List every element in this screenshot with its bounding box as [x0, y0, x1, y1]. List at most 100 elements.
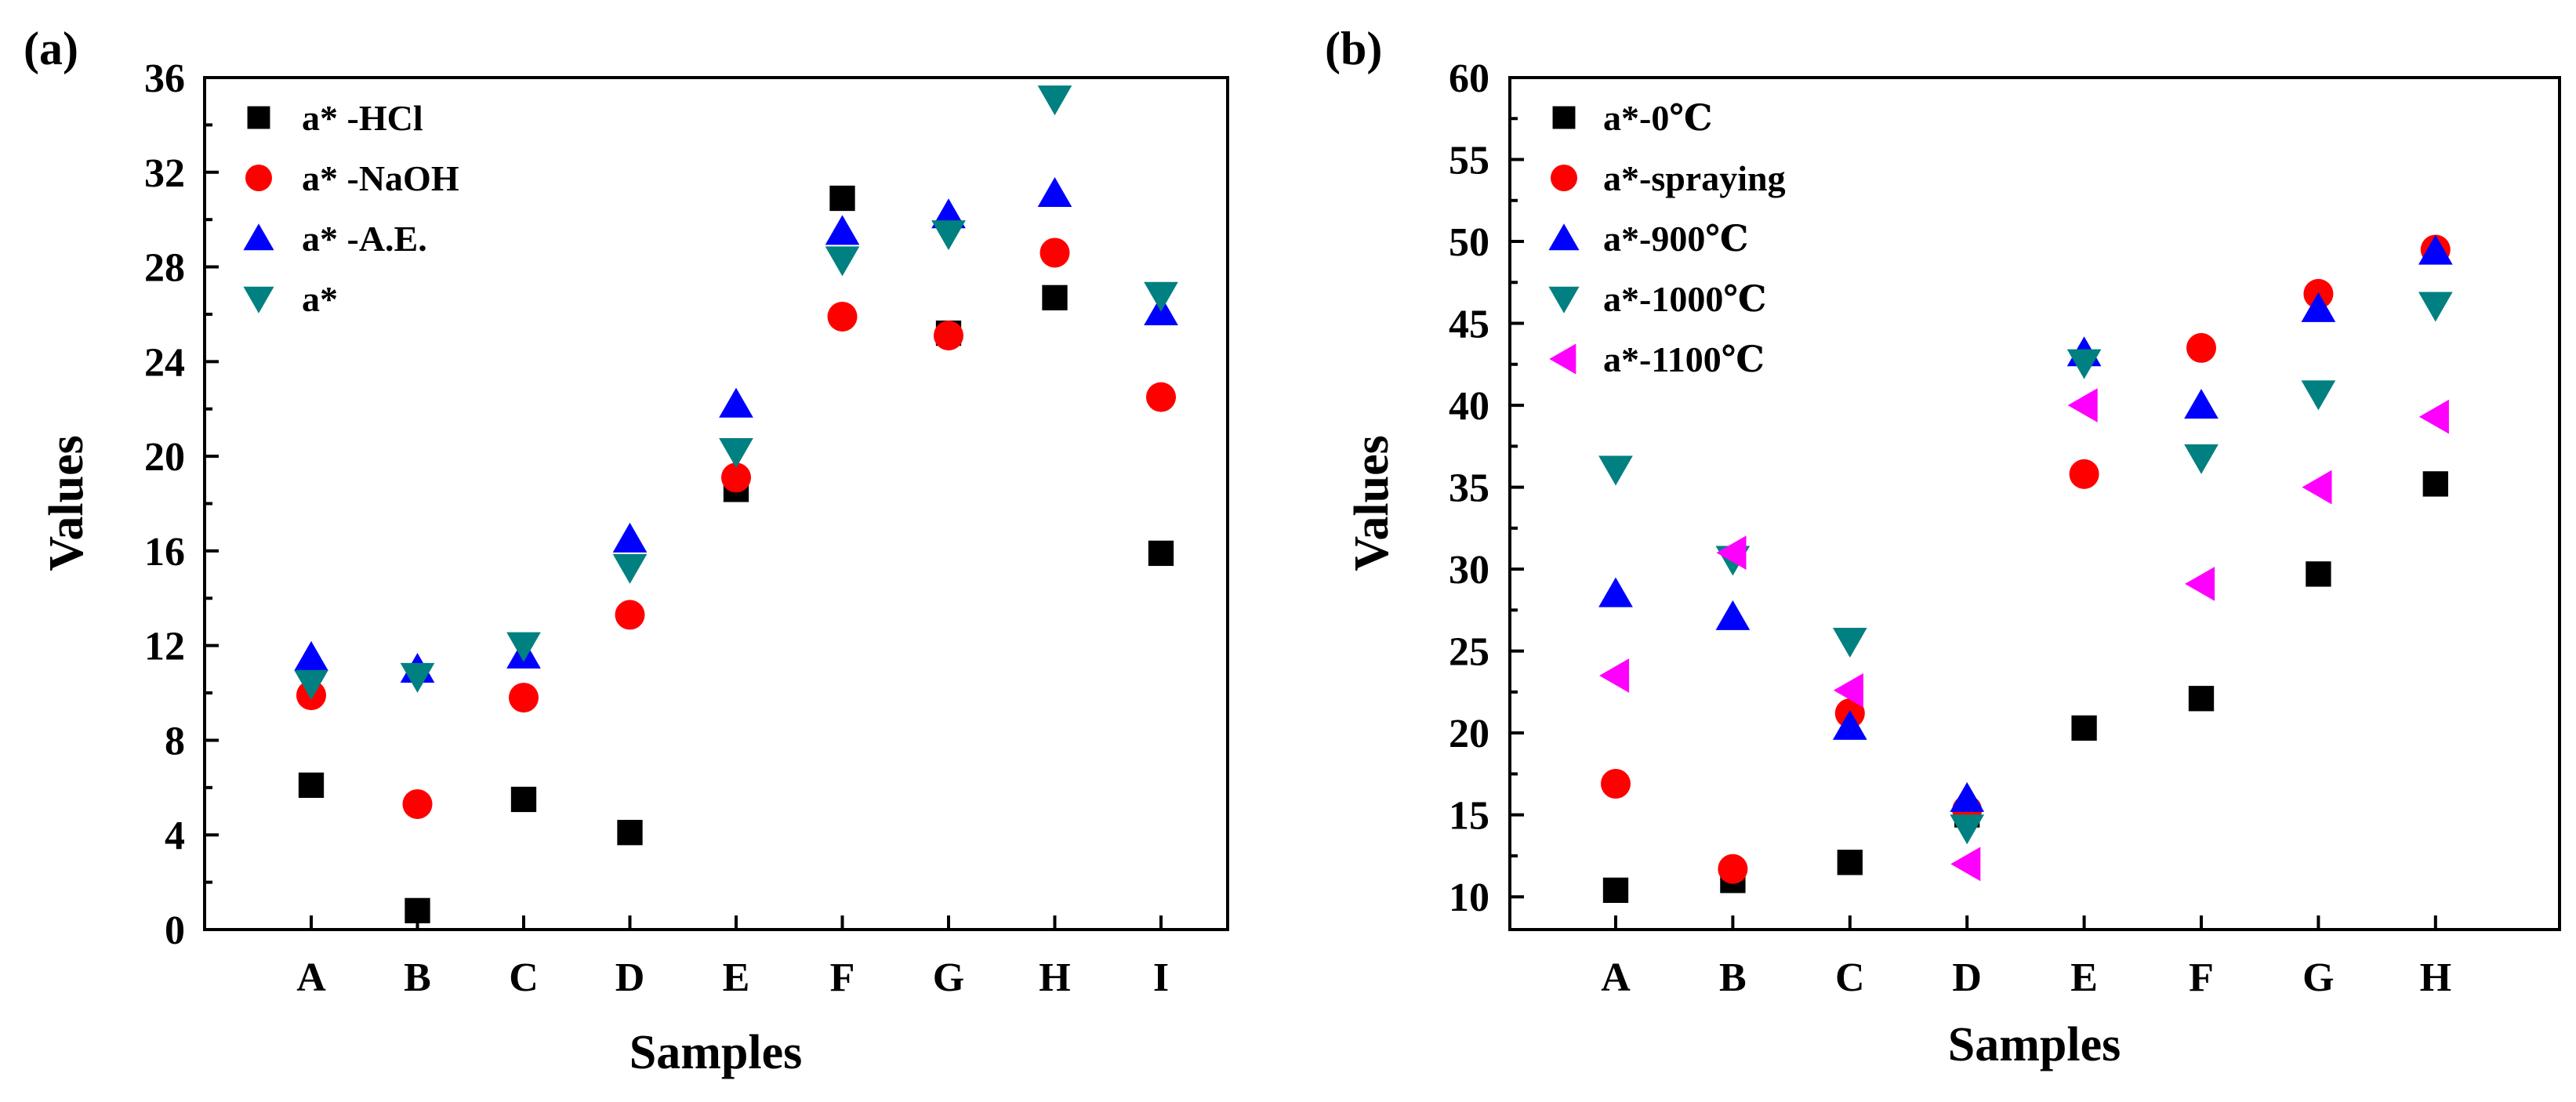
- data-point: [2071, 715, 2097, 741]
- data-point: [2422, 471, 2448, 497]
- data-point: [1950, 781, 1985, 812]
- y-tick-label: 55: [1449, 139, 1489, 183]
- data-point: [294, 640, 328, 671]
- legend-marker: [1548, 286, 1580, 314]
- series: [1599, 388, 2449, 882]
- data-point: [2184, 444, 2219, 474]
- data-point: [1144, 281, 1178, 312]
- x-tick-label: F: [2189, 955, 2214, 1000]
- data-point: [294, 669, 328, 700]
- data-point: [721, 462, 751, 493]
- legend-label: a*: [302, 279, 338, 319]
- legend-marker: [247, 106, 270, 129]
- data-point: [1148, 540, 1174, 567]
- legend-marker: [1548, 223, 1580, 251]
- legend-marker: [245, 165, 272, 191]
- data-point: [931, 220, 966, 251]
- x-tick-label: A: [296, 955, 326, 1000]
- panel-a-x-axis-title: Samples: [629, 1026, 802, 1079]
- data-point: [1042, 285, 1068, 310]
- panel-b-series: [1598, 234, 2453, 903]
- legend-label: a* -NaOH: [302, 158, 459, 198]
- data-point: [615, 600, 645, 630]
- legend-marker: [243, 286, 274, 314]
- data-point: [2302, 469, 2332, 505]
- data-point: [719, 437, 753, 468]
- data-point: [2301, 380, 2336, 411]
- x-tick-label: A: [1601, 955, 1631, 1000]
- data-point: [2188, 686, 2215, 712]
- y-tick-label: 20: [1449, 712, 1489, 756]
- data-point: [1601, 768, 1631, 799]
- y-tick-label: 0: [165, 908, 185, 953]
- x-tick-label: D: [1952, 955, 1982, 1000]
- panel-a-label: (a): [24, 23, 78, 74]
- x-tick-label: B: [1719, 955, 1747, 1000]
- y-tick-label: 45: [1449, 303, 1489, 347]
- data-point: [2418, 399, 2449, 434]
- y-tick-label: 24: [144, 340, 185, 385]
- data-point: [402, 788, 433, 819]
- legend-label: a* -A.E.: [302, 219, 427, 259]
- legend-label: a*-900℃: [1603, 219, 1748, 259]
- data-point: [1039, 237, 1070, 268]
- panel-b-y-ticks: 10 15 20 25 30 35 40 45 50 55 60: [1449, 56, 1524, 920]
- data-point: [825, 215, 860, 245]
- data-point: [2184, 389, 2219, 419]
- x-tick-label: E: [2070, 955, 2098, 1000]
- data-point: [829, 185, 855, 212]
- data-point: [1715, 600, 1751, 630]
- panel-b-x-ticks: A B C D E F G H: [1601, 915, 2451, 1000]
- data-point: [1832, 709, 1867, 740]
- data-point: [2185, 567, 2215, 601]
- x-tick-label: H: [1039, 955, 1070, 1000]
- data-point: [612, 522, 648, 553]
- data-point: [2301, 292, 2336, 322]
- y-tick-label: 30: [1449, 548, 1489, 593]
- legend-label: a*-spraying: [1603, 158, 1786, 198]
- data-point: [2066, 349, 2102, 379]
- data-point: [1833, 672, 1863, 708]
- panel-a-x-ticks: A B C D E F G H I: [296, 915, 1169, 1000]
- data-point: [825, 246, 860, 277]
- data-point: [510, 786, 537, 813]
- x-tick-label: C: [1835, 955, 1865, 1000]
- y-tick-label: 60: [1449, 56, 1489, 101]
- panel-a-series: [294, 85, 1178, 923]
- legend-label: a*-1100℃: [1603, 339, 1765, 379]
- data-point: [1716, 535, 1747, 571]
- data-point: [298, 772, 325, 798]
- y-tick-label: 20: [144, 435, 185, 480]
- data-point: [1598, 577, 1633, 607]
- x-tick-label: G: [933, 955, 964, 1000]
- y-tick-label: 32: [144, 151, 185, 196]
- legend-marker: [1551, 165, 1577, 191]
- data-point: [719, 387, 753, 418]
- data-point: [827, 301, 858, 332]
- data-point: [1037, 85, 1072, 116]
- legend-marker: [1549, 343, 1576, 375]
- data-point: [1598, 455, 1633, 486]
- data-point: [2186, 332, 2216, 363]
- data-point: [2069, 459, 2099, 489]
- y-tick-label: 28: [144, 246, 185, 291]
- data-point: [617, 820, 643, 846]
- legend-marker: [243, 223, 274, 251]
- x-tick-label: D: [615, 955, 645, 1000]
- legend-label: a* -HCl: [302, 98, 423, 138]
- data-point: [1837, 850, 1863, 875]
- y-tick-label: 10: [1449, 875, 1489, 920]
- data-point: [1146, 382, 1176, 412]
- data-point: [1950, 846, 1981, 882]
- data-point: [612, 553, 648, 584]
- y-tick-label: 25: [1449, 630, 1489, 675]
- y-tick-label: 40: [1449, 384, 1489, 429]
- data-point: [1832, 627, 1867, 658]
- x-tick-label: G: [2302, 955, 2334, 1000]
- series: [294, 85, 1178, 700]
- y-tick-label: 15: [1449, 794, 1489, 839]
- data-point: [1602, 877, 1629, 903]
- x-tick-label: C: [509, 955, 539, 1000]
- panel-a-legend: a* -HCl a* -NaOH a* -A.E. a*: [243, 98, 459, 319]
